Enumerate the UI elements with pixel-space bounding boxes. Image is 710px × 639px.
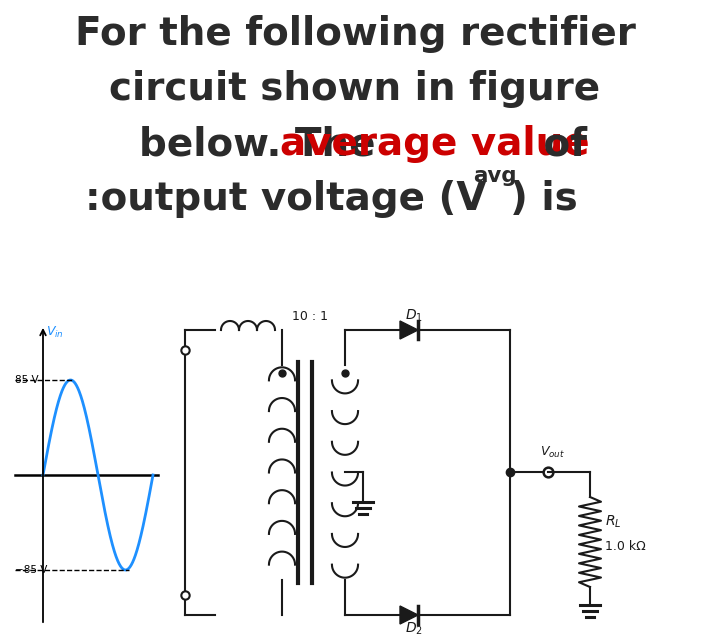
Text: 10 : 1: 10 : 1 <box>292 310 328 323</box>
Text: below. The: below. The <box>139 125 389 163</box>
Text: 85 V: 85 V <box>15 375 38 385</box>
Text: $V_{out}$: $V_{out}$ <box>540 445 565 460</box>
Text: average value: average value <box>280 125 589 163</box>
Polygon shape <box>400 606 418 624</box>
Text: $R_L$: $R_L$ <box>605 514 621 530</box>
Polygon shape <box>400 321 418 339</box>
Text: :output voltage (V: :output voltage (V <box>85 180 486 218</box>
Text: $D_1$: $D_1$ <box>405 308 423 325</box>
Text: For the following rectifier: For the following rectifier <box>75 15 635 53</box>
Text: $V_{in}$: $V_{in}$ <box>46 325 64 340</box>
Text: avg: avg <box>473 166 516 186</box>
Text: of: of <box>530 125 587 163</box>
Text: ) is: ) is <box>510 180 578 218</box>
Text: −85 V: −85 V <box>15 565 48 575</box>
Text: $D_2$: $D_2$ <box>405 620 423 637</box>
Text: circuit shown in figure: circuit shown in figure <box>109 70 601 108</box>
Text: 1.0 kΩ: 1.0 kΩ <box>605 541 646 553</box>
